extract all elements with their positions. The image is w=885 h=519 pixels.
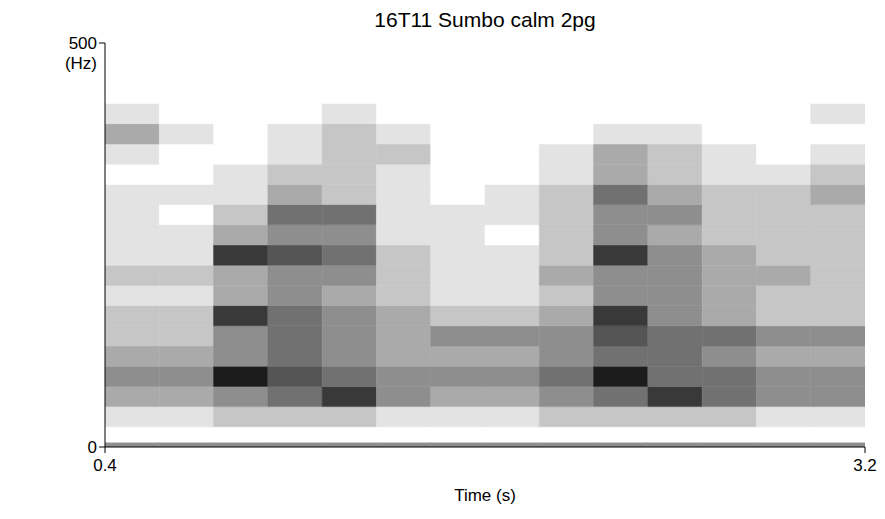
svg-text:500(Hz): 500(Hz) xyxy=(65,34,97,73)
svg-text:Time (s): Time (s) xyxy=(454,486,516,505)
svg-text:3.2: 3.2 xyxy=(853,456,877,475)
svg-text:0: 0 xyxy=(88,438,97,457)
svg-text:0.4: 0.4 xyxy=(93,456,117,475)
html-text:16T11 Sumbo calm 2pg: 16T11 Sumbo calm 2pg xyxy=(374,8,596,31)
